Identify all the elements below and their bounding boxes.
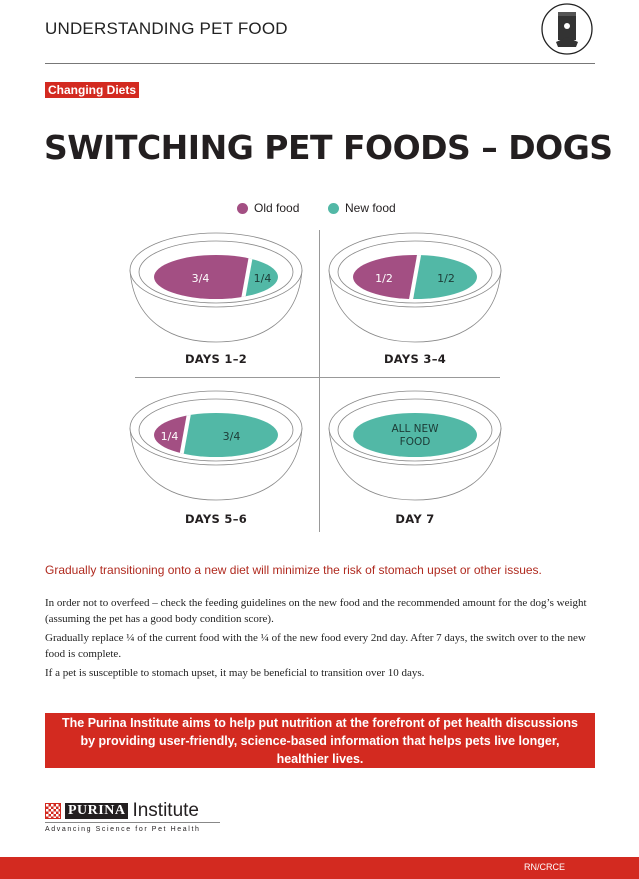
section-title: UNDERSTANDING PET FOOD — [45, 19, 288, 38]
bowl-day-label: DAYS 3–4 — [383, 352, 447, 366]
logo-divider — [45, 822, 220, 823]
legend-old: Old food — [237, 201, 299, 215]
bowl-day-label: DAY 7 — [395, 512, 435, 526]
logo-brand: PURINA — [65, 803, 129, 819]
logo-tagline: Advancing Science for Pet Health — [45, 826, 201, 833]
new-food-portion — [411, 255, 477, 299]
bowl-day-label: DAYS 5–6 — [184, 512, 248, 526]
paragraph: Gradually replace ¼ of the current food … — [45, 632, 586, 660]
portion-label: 1/4 — [161, 430, 179, 443]
category-tag: Changing Diets — [45, 82, 140, 98]
bowl-1: 3/4 1/4 — [129, 232, 303, 343]
paragraph: If a pet is susceptible to stomach upset… — [45, 667, 425, 679]
portion-gap — [408, 255, 422, 299]
mission-banner: The Purina Institute aims to help put nu… — [45, 713, 595, 768]
new-food-portion — [181, 413, 278, 457]
footer-bar — [0, 857, 639, 879]
pet-food-bag-icon — [541, 3, 593, 55]
legend-label: Old food — [254, 201, 300, 215]
logo-name: Institute — [132, 800, 199, 821]
old-food-portion — [154, 255, 251, 299]
quadrant-divider-vertical — [319, 230, 320, 532]
portion-label: 1/2 — [437, 272, 455, 285]
quadrant-divider-horizontal — [135, 377, 500, 378]
portion-gap — [240, 255, 254, 299]
portion-label: 3/4 — [192, 272, 210, 285]
document-code: RN/CRCE — [523, 862, 565, 872]
checkerboard-icon — [45, 803, 61, 819]
old-food-swatch — [237, 202, 248, 214]
new-food-portion — [353, 413, 477, 457]
bowl-3: 1/4 3/4 — [129, 390, 303, 501]
lead-text: Gradually transitioning onto a new diet … — [45, 563, 542, 577]
purina-institute-logo: PURINA Institute — [45, 800, 199, 822]
legend-label: New food — [345, 201, 396, 215]
new-food-portion — [243, 255, 278, 299]
legend-new: New food — [328, 201, 396, 215]
old-food-portion — [154, 413, 189, 457]
portion-label: 1/2 — [375, 272, 393, 285]
bowl-day-label: DAYS 1–2 — [184, 352, 248, 366]
header-divider — [45, 63, 595, 64]
bowl-4: ALL NEW FOOD — [328, 390, 502, 501]
old-food-portion — [353, 255, 419, 299]
new-food-swatch — [328, 202, 339, 214]
page-title: SWITCHING PET FOODS – DOGS — [44, 128, 613, 167]
portion-label: 3/4 — [223, 430, 241, 443]
paragraph: In order not to overfeed – check the fee… — [45, 597, 587, 625]
bowl-2: 1/2 1/2 — [328, 232, 502, 343]
portion-label: ALL NEW FOOD — [391, 423, 439, 448]
portion-label: 1/4 — [254, 272, 272, 285]
